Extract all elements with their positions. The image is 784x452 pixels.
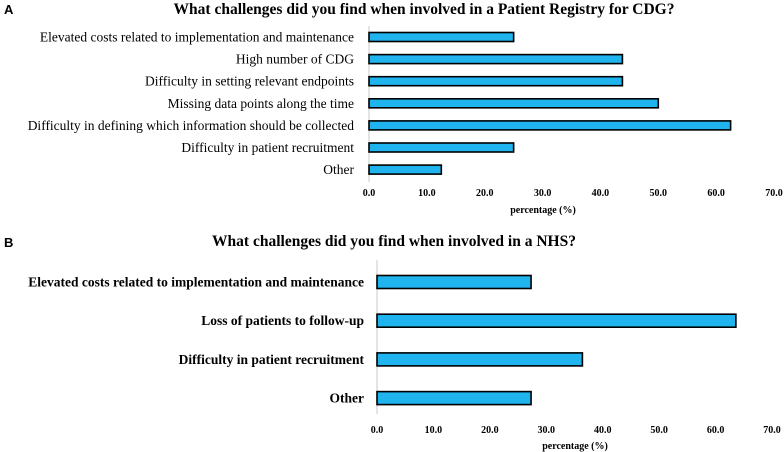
panel-b-x-axis-label: percentage (%) [542, 441, 608, 452]
bar-a-2 [368, 75, 624, 87]
panel-b: B What challenges did you find when invo… [4, 233, 781, 452]
panel-a: A What challenges did you find when invo… [4, 1, 783, 216]
bar-b-1 [376, 313, 737, 329]
x-tick-label-a-3: 30.0 [534, 188, 552, 199]
x-tick-label-a-6: 60.0 [707, 188, 725, 199]
x-tick-label-b-3: 30.0 [538, 425, 556, 436]
category-label-a-5: Difficulty in patient recruitment [181, 140, 354, 155]
bar-a-4 [368, 120, 732, 131]
panel-b-title: What challenges did you find when involv… [212, 233, 576, 250]
category-label-b-3: Other [330, 391, 365, 406]
x-tick-label-a-2: 20.0 [476, 188, 494, 199]
panel-a-letter: A [4, 2, 14, 17]
x-tick-label-a-7: 70.0 [765, 188, 783, 199]
category-label-a-1: High number of CDG [236, 52, 354, 67]
bar-a-6 [368, 164, 443, 175]
bar-a-1 [368, 53, 624, 65]
bar-a-0 [368, 31, 515, 43]
bar-b-3 [376, 390, 532, 406]
bar-a-3 [368, 98, 660, 109]
category-label-b-0: Elevated costs related to implementation… [28, 275, 364, 290]
category-label-a-6: Other [323, 162, 354, 177]
category-label-a-3: Missing data points along the time [168, 96, 354, 111]
x-tick-label-b-7: 70.0 [763, 425, 781, 436]
bar-b-2 [376, 352, 584, 367]
x-tick-label-a-0: 0.0 [363, 188, 376, 199]
x-tick-label-b-6: 60.0 [707, 425, 725, 436]
category-label-a-2: Difficulty in setting relevant endpoints [145, 74, 354, 89]
x-tick-label-b-2: 20.0 [481, 425, 499, 436]
panel-a-title: What challenges did you find when involv… [174, 1, 675, 18]
x-tick-label-b-5: 50.0 [650, 425, 668, 436]
panel-b-letter: B [4, 235, 13, 250]
bar-a-5 [368, 142, 515, 153]
x-tick-label-a-5: 50.0 [650, 188, 668, 199]
panel-a-x-axis-label: percentage (%) [510, 205, 576, 216]
category-label-a-4: Difficulty in defining which information… [28, 118, 355, 133]
x-tick-label-b-0: 0.0 [371, 425, 384, 436]
category-label-a-0: Elevated costs related to implementation… [40, 30, 354, 45]
x-tick-label-a-4: 40.0 [592, 188, 610, 199]
x-tick-label-a-1: 10.0 [418, 188, 436, 199]
category-label-b-1: Loss of patients to follow-up [201, 313, 364, 328]
x-tick-label-b-4: 40.0 [594, 425, 612, 436]
category-label-b-2: Difficulty in patient recruitment [179, 352, 365, 367]
x-tick-label-b-1: 10.0 [425, 425, 443, 436]
bar-b-0 [376, 274, 532, 290]
